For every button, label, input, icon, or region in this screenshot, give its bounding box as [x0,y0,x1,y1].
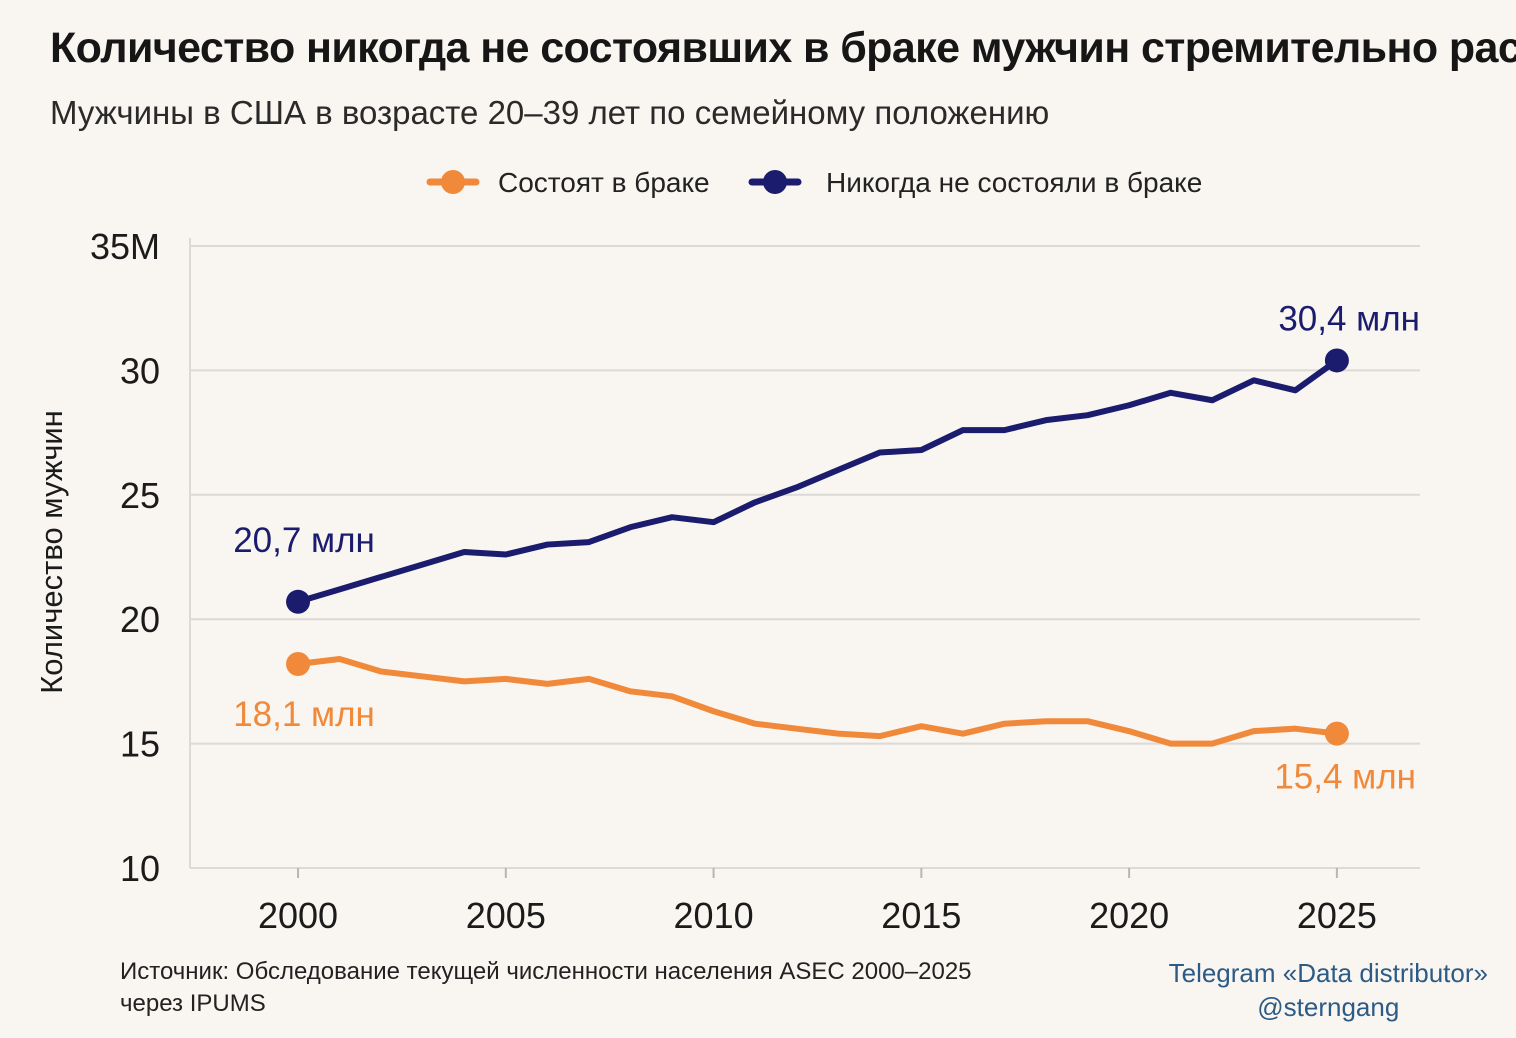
source-line-1: Источник: Обследование текущей численнос… [120,958,972,985]
y-tick-label: 15 [120,724,160,765]
y-tick-label: 25 [120,475,160,516]
never-married-end-point [1324,348,1349,373]
x-tick-label: 2000 [258,895,338,936]
never-married-start-label: 20,7 млн [233,521,375,560]
married-start-point [286,651,311,676]
y-tick-label: 10 [120,848,160,889]
never-married-end-label: 30,4 млн [1278,299,1420,338]
brand-line-2: @sterngang [1257,992,1400,1022]
legend-never-married-swatch-dot [763,170,787,194]
never-married-series-line [295,357,1340,605]
y-axis-title: Количество мужчин [34,410,69,694]
legend-never-married-label: Никогда не состояли в браке [826,167,1202,198]
married-end-point [1324,721,1349,746]
chart-title: Количество никогда не состоявших в браке… [50,24,1516,72]
y-tick-label: 20 [120,599,160,640]
married-end-label: 15,4 млн [1274,758,1416,797]
brand-credit: Telegram «Data distributor» @sterngang [1169,956,1488,1024]
married-series-line [295,656,1340,747]
y-tick-label: 30 [120,350,160,391]
x-tick-label: 2020 [1089,895,1169,936]
x-tick-label: 2010 [674,895,754,936]
source-note: Источник: Обследование текущей численнос… [120,956,972,1020]
x-tick-label: 2015 [881,895,961,936]
y-tick-label: 35M [90,226,160,267]
never-married-start-point [286,589,311,614]
legend-married-label: Состоят в браке [498,167,710,198]
source-line-2: через IPUMS [120,990,266,1017]
x-tick-label: 2005 [466,895,546,936]
x-tick-label: 2025 [1297,895,1377,936]
legend-married-swatch-dot [441,170,465,194]
married-start-label: 18,1 млн [233,695,375,734]
brand-line-1: Telegram «Data distributor» [1168,958,1488,988]
chart-subtitle: Мужчины в США в возрасте 20–39 лет по се… [50,94,1050,131]
